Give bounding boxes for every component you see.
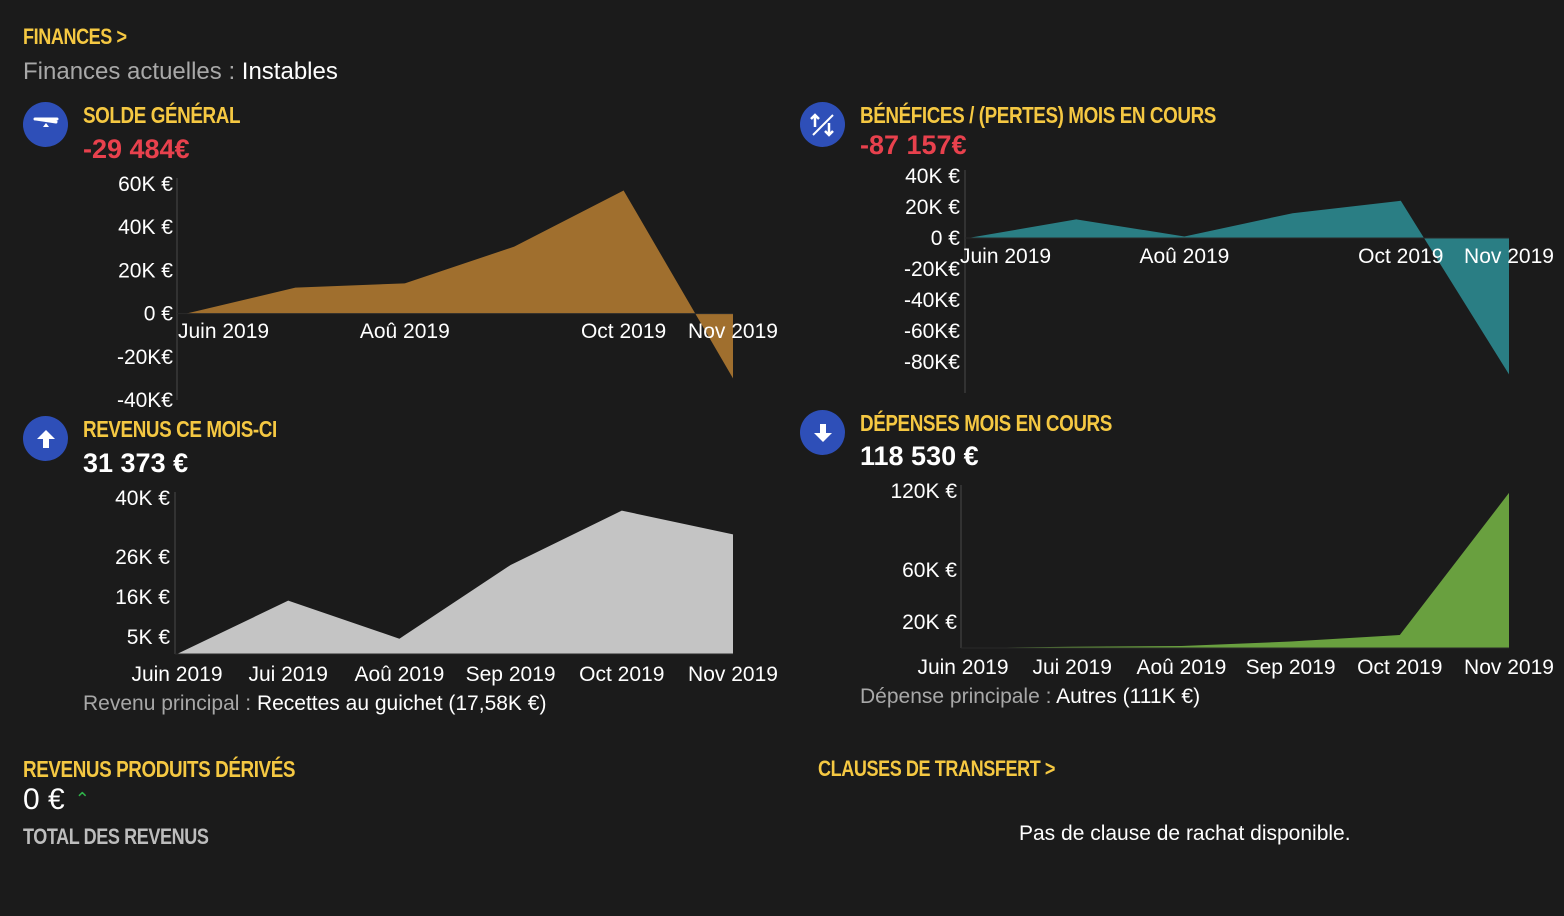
profit-y-tick-label: 20K € (905, 196, 960, 219)
revenue-x-tick-label: Jui 2019 (248, 663, 327, 686)
finances-link[interactable]: FINANCES > (23, 24, 127, 49)
finance-status-value: Instables (241, 58, 338, 85)
profit-x-tick-label: Aoû 2019 (1139, 245, 1229, 268)
merch-value-row: 0 € ⌃ (23, 783, 90, 817)
balance-y-tick-label: 60K € (118, 173, 173, 196)
profit-y-tick-label: -80K€ (904, 351, 960, 374)
chevron-up-icon: ⌃ (74, 789, 90, 809)
merch-title: REVENUS PRODUITS DÉRIVÉS (23, 756, 296, 782)
expense-y-tick-label: 20K € (902, 611, 957, 634)
finance-status-label: Finances actuelles : (23, 58, 236, 85)
main-expense-label: Dépense principale : (860, 685, 1052, 708)
expense-x-tick-label: Sep 2019 (1246, 656, 1336, 679)
balance-x-tick-label: Juin 2019 (178, 320, 269, 343)
main-revenue-note: Revenu principal : Recettes au guichet (… (83, 692, 546, 716)
expense-x-tick-label: Nov 2019 (1464, 656, 1554, 679)
expense-y-tick-label: 60K € (902, 559, 957, 582)
balance-y-tick-label: 20K € (118, 259, 173, 282)
total-revenue-label: TOTAL DES REVENUS (23, 824, 209, 849)
arrow-down-icon (800, 410, 845, 455)
arrow-up-icon (23, 416, 68, 461)
balance-y-tick-label: 0 € (144, 303, 174, 326)
revenue-x-tick-label: Aoû 2019 (354, 663, 444, 686)
revenue-x-tick-label: Oct 2019 (579, 663, 664, 686)
profit-y-tick-label: -20K€ (904, 258, 960, 281)
balance-area (186, 190, 733, 379)
expense-title: DÉPENSES MOIS EN COURS (860, 410, 1112, 436)
balance-y-tick-label: -20K€ (117, 346, 173, 369)
balance-scale-icon (23, 102, 68, 147)
balance-x-tick-label: Aoû 2019 (360, 320, 450, 343)
revenue-y-tick-label: 40K € (115, 487, 170, 510)
profit-chart: 40K € 20K € 0 € -20K€ -40K€ -60K€ -80K€ Juin 20… (904, 165, 1554, 393)
profit-value: -87 157€ (860, 130, 967, 160)
revenue-x-tick-label: Juin 2019 (131, 663, 222, 686)
revenue-y-tick-label: 16K € (115, 586, 170, 609)
expense-x-tick-label: Aoû 2019 (1136, 656, 1226, 679)
no-clause-message: Pas de clause de rachat disponible. (1019, 822, 1351, 845)
revenue-y-tick-label: 26K € (115, 546, 170, 569)
revenue-area (177, 510, 733, 654)
profit-x-tick-label: Nov 2019 (1464, 245, 1554, 268)
expense-x-tick-label: Juin 2019 (917, 656, 1008, 679)
profit-y-tick-label: 40K € (905, 165, 960, 188)
transfer-clauses-link[interactable]: CLAUSES DE TRANSFERT > (818, 756, 1056, 781)
revenue-x-tick-label: Nov 2019 (688, 663, 778, 686)
finance-status: Finances actuelles : Instables (23, 58, 338, 86)
profit-x-tick-label: Oct 2019 (1358, 245, 1443, 268)
balance-title: SOLDE GÉNÉRAL (83, 102, 241, 128)
balance-chart: 60K € 40K € 20K € 0 € -20K€ -40K€ Juin 2019 Aoû… (117, 173, 778, 412)
balance-value: -29 484€ (83, 134, 190, 164)
balance-x-tick-label: Nov 2019 (688, 320, 778, 343)
revenue-y-tick-label: 5K € (127, 626, 171, 649)
profit-area (968, 200, 1509, 375)
profit-y-tick-label: -40K€ (904, 289, 960, 312)
profit-y-tick-label: -60K€ (904, 320, 960, 343)
expense-x-tick-label: Oct 2019 (1357, 656, 1442, 679)
profit-title: BÉNÉFICES / (PERTES) MOIS EN COURS (860, 102, 1216, 128)
main-expense-note: Dépense principale : Autres (111K €) (860, 685, 1200, 709)
revenue-title: REVENUS CE MOIS-CI (83, 416, 277, 442)
expense-chart: 120K € 60K € 20K € Juin 2019 Jui 2019 Aoû 201… (890, 480, 1554, 679)
main-revenue-label: Revenu principal : (83, 692, 252, 715)
profit-y-tick-label: 0 € (931, 227, 961, 250)
revenue-x-tick-label: Sep 2019 (466, 663, 556, 686)
expense-y-tick-label: 120K € (890, 480, 957, 503)
revenue-chart: 40K € 26K € 16K € 5K € Juin 2019 Jui 2019 Aoû … (115, 487, 778, 686)
balance-y-tick-label: 40K € (118, 216, 173, 239)
main-expense-value: Autres (111K €) (1056, 685, 1201, 708)
balance-y-tick-label: -40K€ (117, 389, 173, 412)
merch-value: 0 € (23, 783, 65, 816)
profit-x-tick-label: Juin 2019 (960, 245, 1051, 268)
revenue-value: 31 373 € (83, 448, 189, 478)
expense-value: 118 530 € (860, 441, 979, 471)
expense-area (963, 492, 1509, 648)
balance-x-tick-label: Oct 2019 (581, 320, 666, 343)
profit-loss-icon (800, 102, 845, 147)
main-revenue-value: Recettes au guichet (17,58K €) (256, 692, 547, 715)
expense-x-tick-label: Jui 2019 (1032, 656, 1111, 679)
